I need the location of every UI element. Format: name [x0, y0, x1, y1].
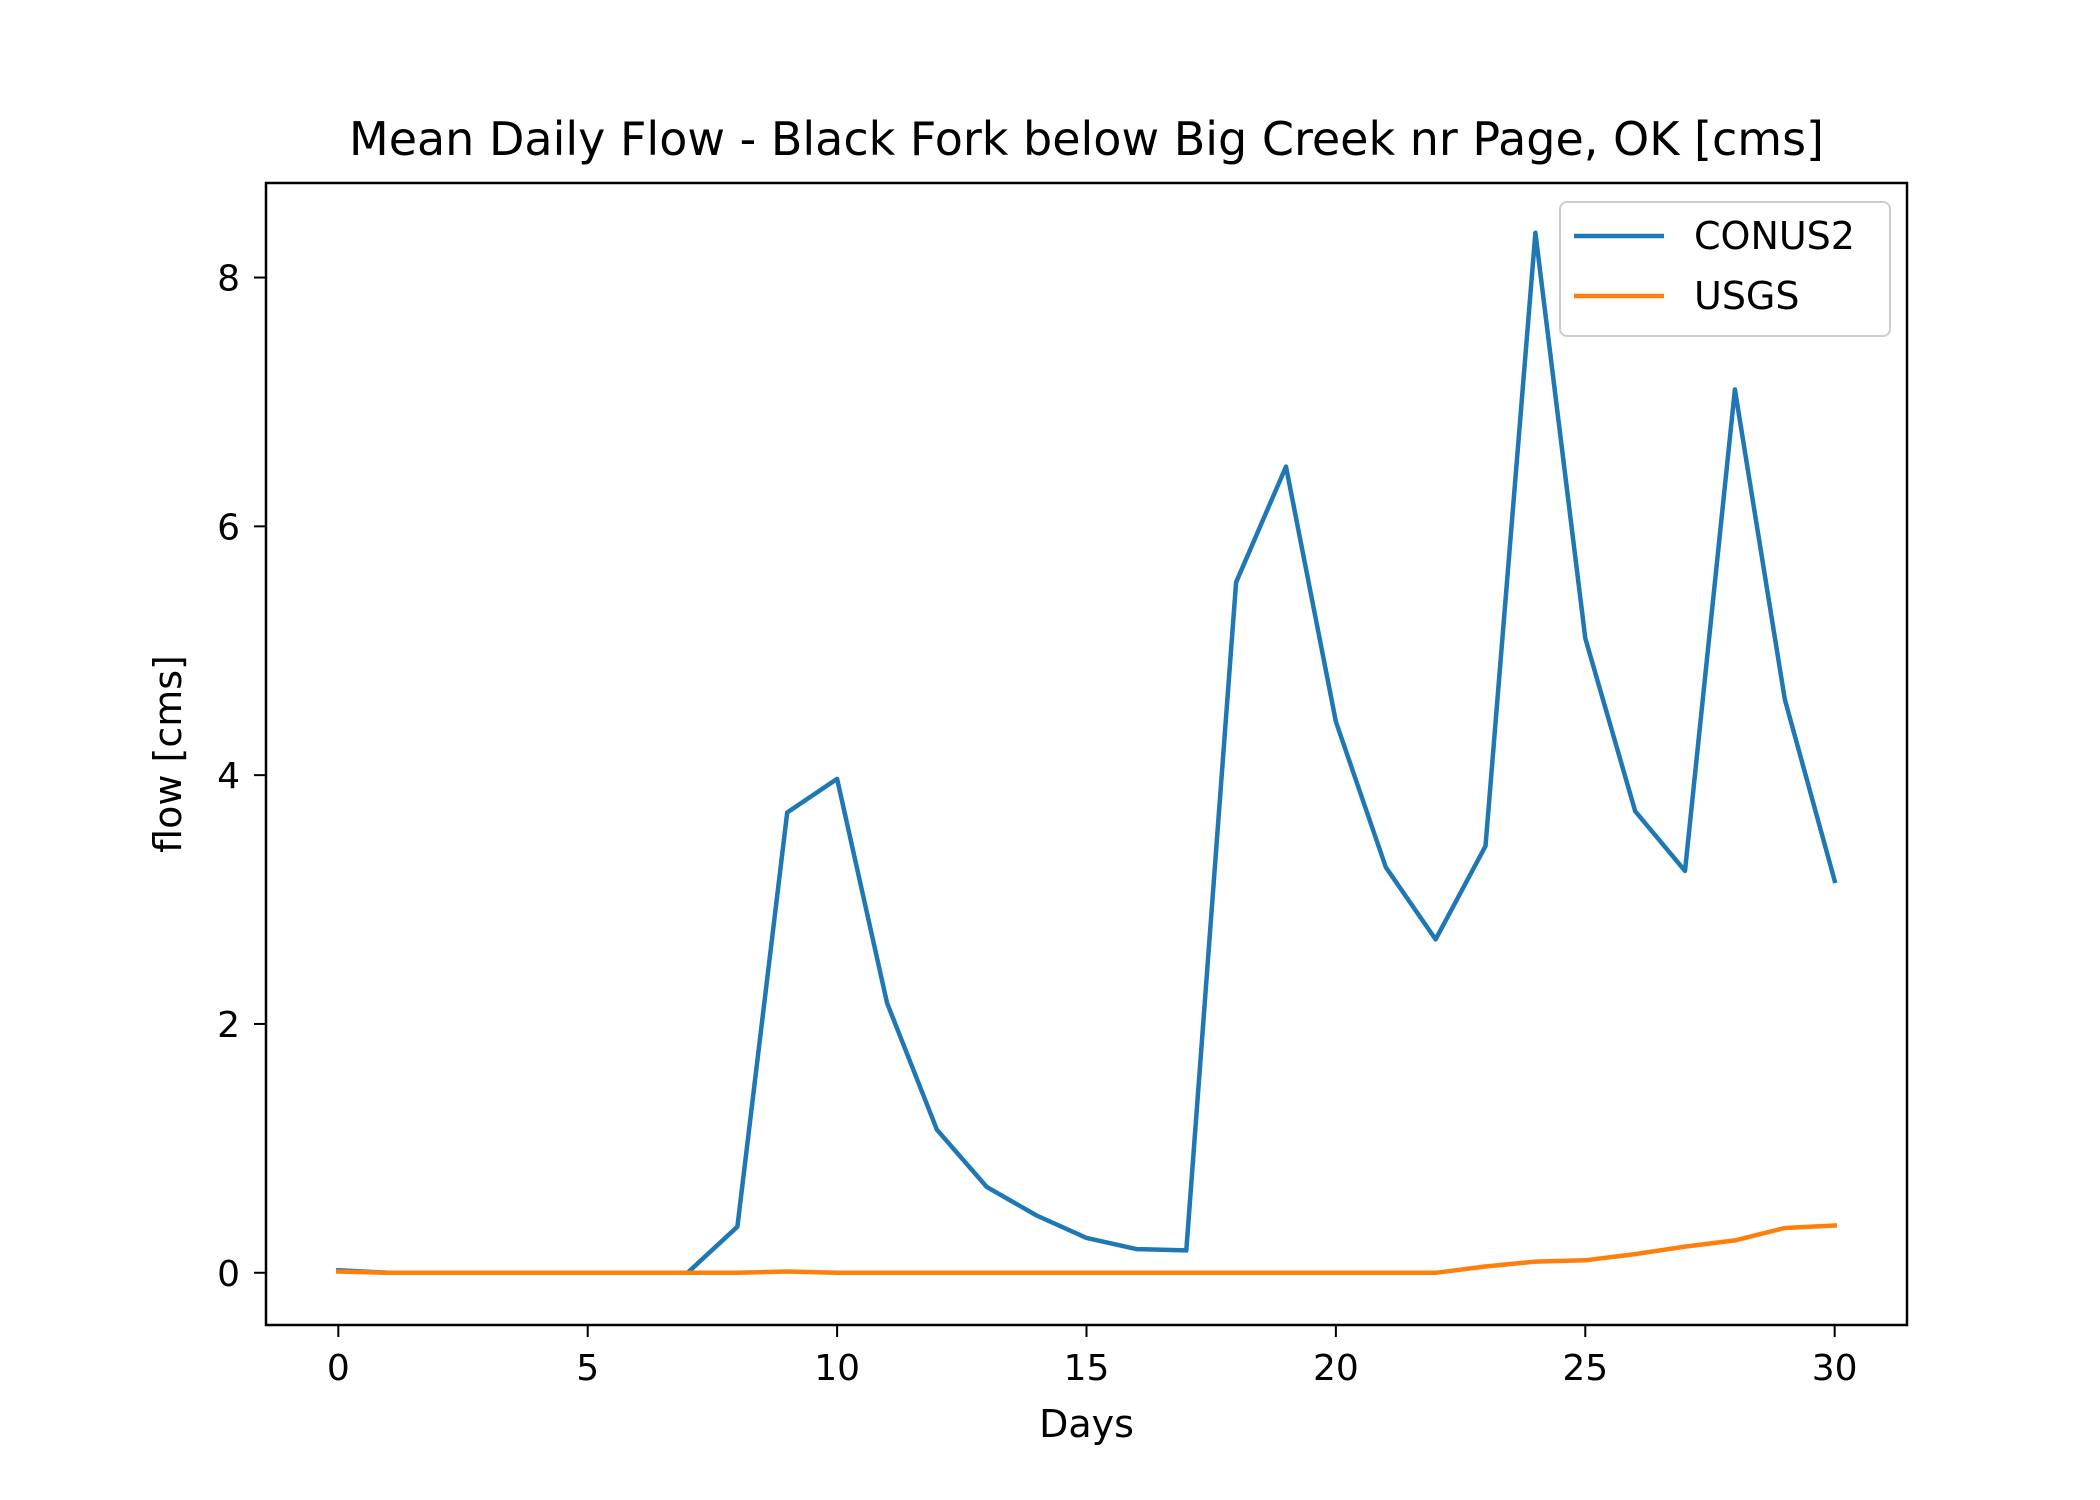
x-axis-label: Days	[1039, 1402, 1134, 1446]
y-tick-label: 2	[217, 1005, 240, 1046]
x-tick-label: 25	[1562, 1348, 1608, 1389]
chart-title: Mean Daily Flow - Black Fork below Big C…	[349, 112, 1824, 166]
y-axis-label: flow [cms]	[146, 655, 190, 853]
y-tick-label: 8	[217, 259, 240, 300]
x-tick-label: 15	[1064, 1348, 1110, 1389]
legend-label-conus2: CONUS2	[1694, 214, 1855, 258]
x-tick-label: 20	[1313, 1348, 1359, 1389]
x-tick-label: 10	[814, 1348, 860, 1389]
x-tick-label: 0	[327, 1348, 350, 1389]
x-tick-label: 5	[576, 1348, 599, 1389]
plot-area	[335, 230, 1838, 1276]
series-line-usgs	[335, 1223, 1838, 1276]
legend: CONUS2 USGS	[1559, 201, 1891, 337]
y-tick-label: 0	[217, 1254, 240, 1295]
y-tick-label: 6	[217, 507, 240, 548]
y-tick-label: 4	[217, 756, 240, 797]
x-tick-label: 30	[1812, 1348, 1858, 1389]
axes: 0 5 10 15 20 25 30 0 2 4 6 8	[217, 181, 1909, 1389]
legend-label-usgs: USGS	[1694, 274, 1800, 318]
